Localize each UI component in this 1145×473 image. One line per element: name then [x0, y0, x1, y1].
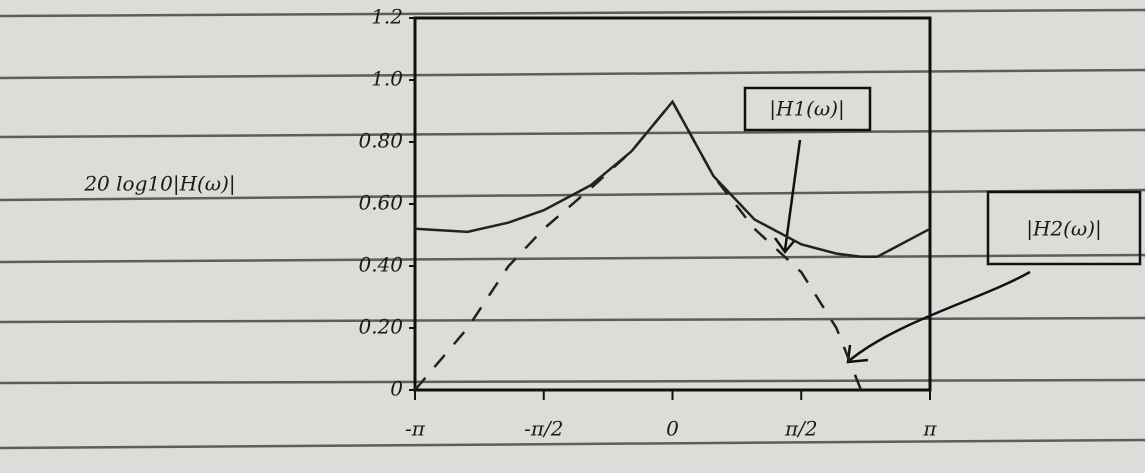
- x-tick-label: -π: [405, 417, 426, 441]
- x-tick-label: -π/2: [524, 417, 563, 441]
- annotation: |H2(ω)|: [1026, 217, 1102, 242]
- x-tick-label: 0: [666, 417, 679, 441]
- annotation: |H1(ω)|: [769, 97, 845, 122]
- y-axis-label: 20 log10|H(ω)|: [83, 172, 235, 197]
- x-tick-label: π: [922, 417, 937, 441]
- y-tick-label: 0.80: [358, 129, 403, 153]
- y-tick-label: 0.60: [358, 191, 403, 215]
- x-tick-label: π/2: [784, 417, 818, 441]
- y-tick-label: 1.2: [371, 5, 403, 29]
- y-tick-label: 1.0: [371, 67, 403, 91]
- y-tick-label: 0.40: [358, 253, 403, 277]
- chart: 20 log10|H(ω)| |H1(ω)| |H2(ω)| 0 0.20 0.40…: [0, 0, 1145, 473]
- y-tick-label: 0.20: [358, 315, 403, 339]
- y-tick-label: 0: [390, 377, 403, 401]
